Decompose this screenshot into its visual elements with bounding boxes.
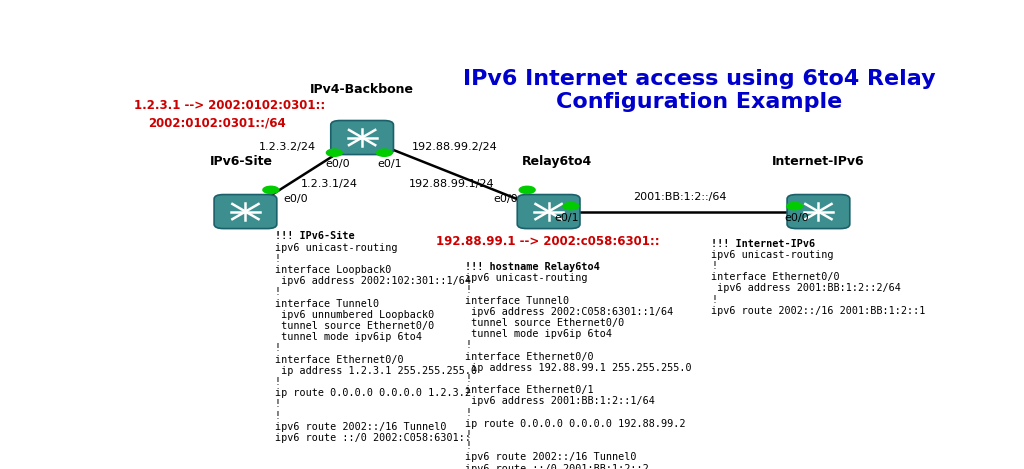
Text: e0/0: e0/0 <box>284 194 308 204</box>
Text: interface Ethernet0/0: interface Ethernet0/0 <box>274 355 403 364</box>
Circle shape <box>786 203 803 210</box>
Text: !: ! <box>465 441 471 451</box>
Text: ipv6 address 2002:C058:6301::1/64: ipv6 address 2002:C058:6301::1/64 <box>465 307 674 317</box>
Text: 2002:0102:0301::/64: 2002:0102:0301::/64 <box>147 117 286 129</box>
Text: e0/1: e0/1 <box>378 159 402 168</box>
Text: 192.88.99.2/24: 192.88.99.2/24 <box>412 142 498 151</box>
FancyBboxPatch shape <box>331 121 393 155</box>
Text: !: ! <box>274 377 281 387</box>
Text: ipv6 address 2001:BB:1:2::1/64: ipv6 address 2001:BB:1:2::1/64 <box>465 396 655 407</box>
Text: !: ! <box>465 374 471 384</box>
Text: !: ! <box>274 287 281 297</box>
Text: !: ! <box>274 254 281 264</box>
FancyBboxPatch shape <box>214 195 276 228</box>
Text: !!! IPv6-Site: !!! IPv6-Site <box>274 231 354 242</box>
Text: ip address 1.2.3.1 255.255.255.0: ip address 1.2.3.1 255.255.255.0 <box>274 366 477 376</box>
Text: ip address 192.88.99.1 255.255.255.0: ip address 192.88.99.1 255.255.255.0 <box>465 363 692 373</box>
Text: ipv6 unicast-routing: ipv6 unicast-routing <box>712 250 834 260</box>
Text: ipv6 unnumbered Loopback0: ipv6 unnumbered Loopback0 <box>274 310 434 320</box>
Circle shape <box>263 186 279 194</box>
FancyBboxPatch shape <box>787 195 850 228</box>
Text: ip route 0.0.0.0 0.0.0.0 1.2.3.2: ip route 0.0.0.0 0.0.0.0 1.2.3.2 <box>274 388 471 398</box>
Text: ipv6 address 2001:BB:1:2::2/64: ipv6 address 2001:BB:1:2::2/64 <box>712 283 901 294</box>
Text: 1.2.3.2/24: 1.2.3.2/24 <box>259 142 316 151</box>
Circle shape <box>377 149 392 156</box>
Text: tunnel source Ethernet0/0: tunnel source Ethernet0/0 <box>274 321 434 331</box>
Text: interface Ethernet0/1: interface Ethernet0/1 <box>465 385 594 395</box>
Circle shape <box>327 149 342 156</box>
Text: ipv6 route 2002::/16 Tunnel0: ipv6 route 2002::/16 Tunnel0 <box>274 422 446 432</box>
Circle shape <box>519 186 536 194</box>
Text: !: ! <box>465 340 471 350</box>
Text: interface Loopback0: interface Loopback0 <box>274 265 391 275</box>
Text: interface Ethernet0/0: interface Ethernet0/0 <box>465 352 594 362</box>
Text: tunnel mode ipv6ip 6to4: tunnel mode ipv6ip 6to4 <box>465 329 612 339</box>
Text: !!! Internet-IPv6: !!! Internet-IPv6 <box>712 239 815 249</box>
Text: interface Tunnel0: interface Tunnel0 <box>274 299 379 309</box>
Text: 1.2.3.1/24: 1.2.3.1/24 <box>301 180 358 189</box>
FancyBboxPatch shape <box>517 195 580 228</box>
Text: ipv6 route 2002::/16 Tunnel0: ipv6 route 2002::/16 Tunnel0 <box>465 453 637 462</box>
Text: Relay6to4: Relay6to4 <box>521 155 592 168</box>
Text: tunnel source Ethernet0/0: tunnel source Ethernet0/0 <box>465 318 625 328</box>
Text: !: ! <box>712 261 718 271</box>
Text: ipv6 unicast-routing: ipv6 unicast-routing <box>274 242 397 253</box>
Text: !: ! <box>274 410 281 421</box>
Text: e0/0: e0/0 <box>494 194 518 204</box>
Text: ipv6 address 2002:102:301::1/64: ipv6 address 2002:102:301::1/64 <box>274 276 471 286</box>
Text: Internet-IPv6: Internet-IPv6 <box>772 155 864 168</box>
Text: tunnel mode ipv6ip 6to4: tunnel mode ipv6ip 6to4 <box>274 332 422 342</box>
Text: IPv4-Backbone: IPv4-Backbone <box>310 83 414 96</box>
Text: IPv6 Internet access using 6to4 Relay
Configuration Example: IPv6 Internet access using 6to4 Relay Co… <box>463 69 936 112</box>
Text: !: ! <box>274 400 281 409</box>
Text: e0/1: e0/1 <box>555 213 580 223</box>
Text: !!! hostname Relay6to4: !!! hostname Relay6to4 <box>465 262 600 272</box>
Text: ip route 0.0.0.0 0.0.0.0 192.88.99.2: ip route 0.0.0.0 0.0.0.0 192.88.99.2 <box>465 419 686 429</box>
Text: !: ! <box>465 408 471 418</box>
Text: ipv6 route 2002::/16 2001:BB:1:2::1: ipv6 route 2002::/16 2001:BB:1:2::1 <box>712 306 926 316</box>
Text: ipv6 unicast-routing: ipv6 unicast-routing <box>465 273 588 283</box>
Text: 192.88.99.1 --> 2002:c058:6301::: 192.88.99.1 --> 2002:c058:6301:: <box>436 235 659 248</box>
Text: !: ! <box>274 343 281 353</box>
Text: !: ! <box>712 295 718 305</box>
Text: interface Ethernet0/0: interface Ethernet0/0 <box>712 272 840 282</box>
Text: IPv6-Site: IPv6-Site <box>210 155 273 168</box>
Circle shape <box>563 203 579 210</box>
Text: ipv6 route ::/0 2002:C058:6301::: ipv6 route ::/0 2002:C058:6301:: <box>274 433 471 443</box>
Text: e0/0: e0/0 <box>784 213 809 223</box>
Text: ipv6 route ::/0 2001:BB:1:2::2: ipv6 route ::/0 2001:BB:1:2::2 <box>465 464 649 469</box>
Text: 192.88.99.1/24: 192.88.99.1/24 <box>409 180 495 189</box>
Text: !: ! <box>465 430 471 440</box>
Text: e0/0: e0/0 <box>326 159 350 168</box>
Text: 1.2.3.1 --> 2002:0102:0301::: 1.2.3.1 --> 2002:0102:0301:: <box>134 98 326 112</box>
Text: 2001:BB:1:2::/64: 2001:BB:1:2::/64 <box>633 192 726 202</box>
Text: interface Tunnel0: interface Tunnel0 <box>465 296 569 306</box>
Text: !: ! <box>465 285 471 295</box>
